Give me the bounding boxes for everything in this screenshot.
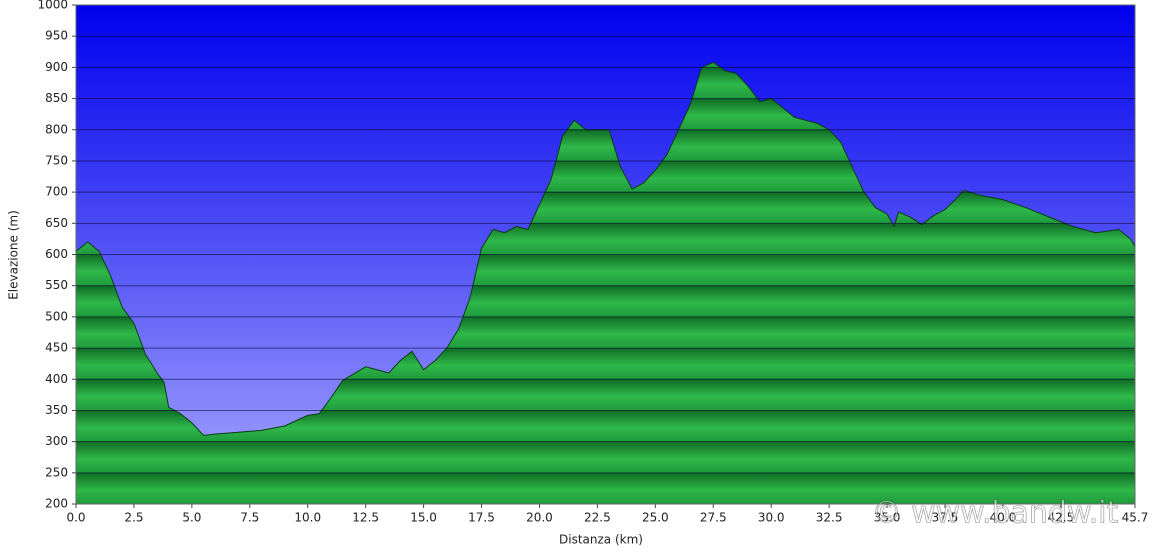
y-tick-label: 400 <box>45 372 68 386</box>
y-tick-label: 700 <box>45 185 68 199</box>
x-tick-label: 12.5 <box>352 511 379 525</box>
y-axis-title: Elevazione (m) <box>7 210 21 300</box>
y-tick-label: 200 <box>45 497 68 511</box>
x-tick-label: 45.7 <box>1122 511 1149 525</box>
x-tick-label: 22.5 <box>584 511 611 525</box>
plot-frame <box>75 4 1136 505</box>
y-tick-label: 350 <box>45 403 68 417</box>
x-tick-label: 7.5 <box>240 511 259 525</box>
x-axis-title: Distanza (km) <box>559 533 643 547</box>
x-tick-label: 32.5 <box>816 511 843 525</box>
watermark: © www.bandw.it <box>872 496 1119 531</box>
x-tick-label: 25.0 <box>642 511 669 525</box>
y-tick-label: 800 <box>45 122 68 136</box>
x-tick-label: 17.5 <box>468 511 495 525</box>
x-tick-label: 40.0 <box>990 511 1017 525</box>
x-tick-label: 2.5 <box>124 511 143 525</box>
y-tick-label: 650 <box>45 216 68 230</box>
y-tick-label: 500 <box>45 309 68 323</box>
x-tick-label: 10.0 <box>294 511 321 525</box>
y-tick-label: 300 <box>45 434 68 448</box>
y-tick-label: 1000 <box>37 0 68 12</box>
y-tick-label: 750 <box>45 153 68 167</box>
x-tick-label: 0.0 <box>66 511 85 525</box>
x-tick-label: 15.0 <box>410 511 437 525</box>
x-tick-label: 37.5 <box>932 511 959 525</box>
x-tick-label: 20.0 <box>526 511 553 525</box>
y-tick-label: 450 <box>45 341 68 355</box>
elevation-area <box>76 62 1135 505</box>
y-tick-label: 250 <box>45 465 68 479</box>
y-tick-label: 950 <box>45 29 68 43</box>
x-tick-label: 30.0 <box>758 511 785 525</box>
x-tick-label: 27.5 <box>700 511 727 525</box>
x-tick-label: 35.0 <box>874 511 901 525</box>
x-tick-label: 5.0 <box>182 511 201 525</box>
y-tick-label: 550 <box>45 278 68 292</box>
y-tick-label: 900 <box>45 60 68 74</box>
y-tick-label: 600 <box>45 247 68 261</box>
x-tick-label: 42.5 <box>1047 511 1074 525</box>
y-tick-label: 850 <box>45 91 68 105</box>
